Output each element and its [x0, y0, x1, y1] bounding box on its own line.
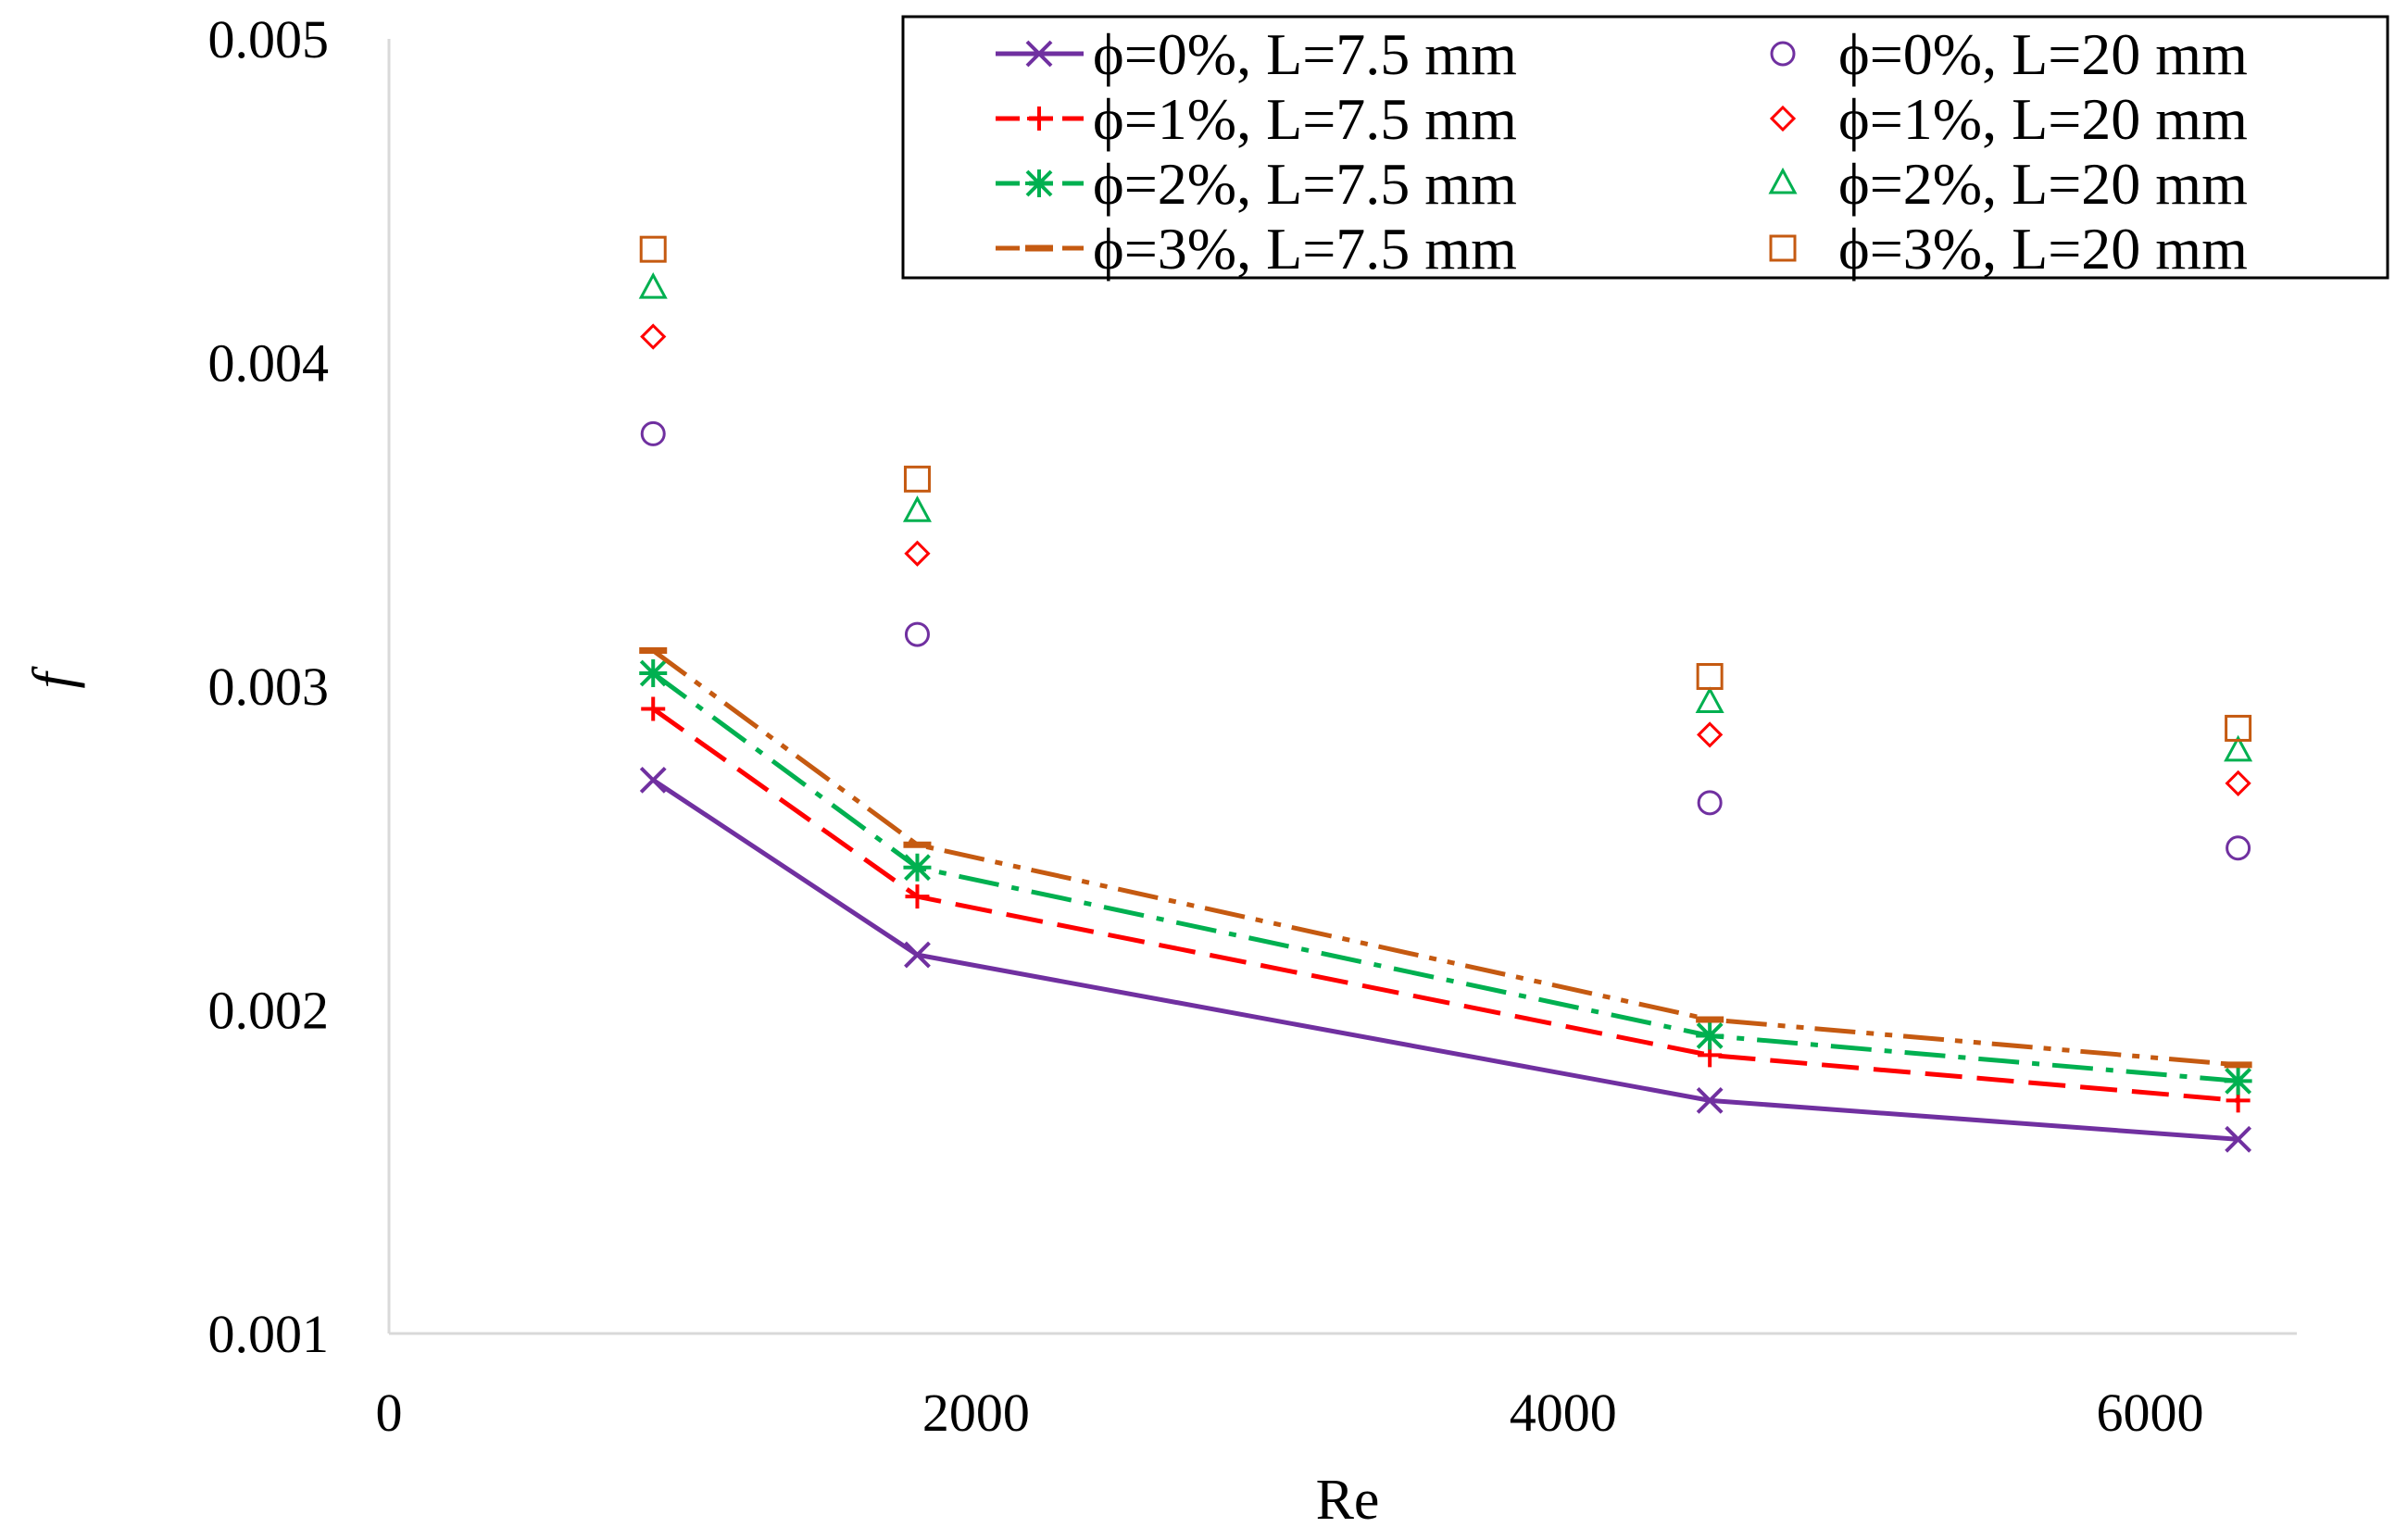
- series-line: [651, 648, 2238, 1068]
- legend-marker: [1770, 41, 1796, 67]
- y-axis-label: f: [22, 666, 85, 689]
- data-point: [904, 941, 931, 969]
- x-tick-label: 0: [376, 1383, 403, 1443]
- series-line: [651, 671, 2238, 1083]
- x-tick-label: 6000: [2097, 1383, 2204, 1443]
- legend-item: ϕ=2%, L=7.5 mm: [996, 151, 1517, 217]
- data-point: [1696, 1021, 1724, 1050]
- legend-label: ϕ=1%, L=20 mm: [1838, 86, 2248, 152]
- legend-item: ϕ=1%, L=20 mm: [1769, 86, 2248, 152]
- y-tick-label: 0.004: [208, 333, 330, 394]
- legend-marker: [1769, 105, 1797, 132]
- data-point: [641, 696, 666, 721]
- data-point: [640, 420, 666, 446]
- data-point: [1696, 663, 1724, 691]
- data-point: [640, 323, 667, 350]
- legend: ϕ=0%, L=7.5 mmϕ=1%, L=7.5 mmϕ=2%, L=7.5 …: [901, 15, 2389, 282]
- data-point: [2224, 1067, 2252, 1096]
- series-line: [651, 778, 2238, 1142]
- x-tick-label: 2000: [922, 1383, 1030, 1443]
- legend-label: ϕ=3%, L=7.5 mm: [1093, 216, 1517, 282]
- data-point: [903, 465, 931, 493]
- x-tick-labels: 0 2000 4000 6000: [376, 1383, 2204, 1443]
- series-2: [639, 659, 2252, 1096]
- series-line: [651, 707, 2238, 1103]
- y-tick-label: 0.001: [208, 1304, 330, 1364]
- y-tick-label: 0.003: [208, 657, 330, 717]
- legend-marker: [1025, 169, 1053, 197]
- data-point: [1696, 1086, 1724, 1114]
- y-tick-label: 0.002: [208, 981, 330, 1041]
- data-point: [2225, 1125, 2252, 1153]
- data-point: [902, 495, 932, 522]
- data-point: [2225, 714, 2252, 742]
- y-tick-label: 0.005: [208, 9, 330, 69]
- legend-marker: [1768, 167, 1798, 194]
- data-point: [1695, 686, 1724, 713]
- legend-marker: [1025, 40, 1053, 68]
- legend-label: ϕ=2%, L=20 mm: [1838, 151, 2248, 217]
- legend-marker: [1769, 234, 1797, 262]
- x-axis-label: Re: [1316, 1469, 1380, 1532]
- series-6: [638, 271, 2253, 762]
- legend-label: ϕ=2%, L=7.5 mm: [1093, 151, 1517, 217]
- series-5: [640, 323, 2251, 796]
- data-point: [2226, 835, 2251, 861]
- legend-box: [901, 15, 2389, 280]
- x-tick-label: 4000: [1510, 1383, 1617, 1443]
- data-point: [639, 235, 667, 263]
- data-point: [1697, 721, 1724, 748]
- legend-item: ϕ=3%, L=7.5 mm: [996, 216, 1517, 282]
- legend-label: ϕ=0%, L=20 mm: [1838, 21, 2248, 87]
- series-7: [639, 235, 2252, 742]
- data-point: [2224, 734, 2253, 762]
- legend-item: ϕ=3%, L=20 mm: [1769, 216, 2248, 282]
- data-point: [904, 540, 931, 567]
- data-point: [905, 884, 930, 909]
- series-4: [640, 420, 2251, 861]
- legend-label: ϕ=3%, L=20 mm: [1838, 216, 2248, 282]
- data-point: [639, 766, 667, 794]
- data-point: [2225, 770, 2251, 796]
- legend-marker: [1027, 106, 1051, 131]
- series-0: [639, 766, 2252, 1153]
- y-tick-labels: 0.001 0.002 0.003 0.004 0.005: [208, 9, 330, 1364]
- data-point: [903, 853, 932, 882]
- legend-item: ϕ=2%, L=20 mm: [1768, 151, 2248, 217]
- axes: [387, 39, 2297, 1335]
- data-point: [639, 659, 668, 688]
- legend-item: ϕ=1%, L=7.5 mm: [996, 86, 1517, 152]
- data-point: [1697, 790, 1723, 816]
- legend-item: ϕ=0%, L=20 mm: [1770, 21, 2248, 87]
- series-layer: [638, 235, 2253, 1153]
- legend-label: ϕ=1%, L=7.5 mm: [1093, 86, 1517, 152]
- series-3: [639, 647, 2252, 1069]
- legend-item: ϕ=0%, L=7.5 mm: [996, 21, 1517, 87]
- data-point: [638, 271, 668, 299]
- data-point: [904, 621, 930, 647]
- legend-label: ϕ=0%, L=7.5 mm: [1093, 21, 1517, 87]
